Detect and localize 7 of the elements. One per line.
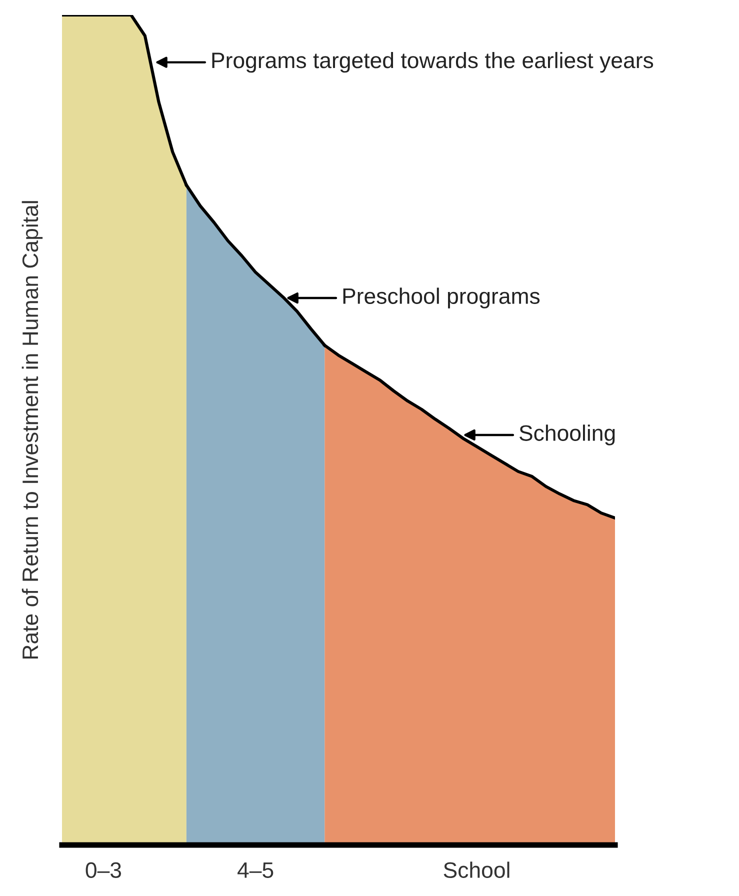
annotation: Programs targeted towards the earliest years	[212, 52, 654, 73]
x-tick-label: 4–5	[238, 862, 274, 878]
x-tick-label: 0–3	[86, 862, 122, 878]
annotation: Schooling	[520, 424, 615, 446]
annotation: Preschool programs	[343, 288, 540, 308]
y-axis-title: Rate of Return to Investment in Human Capital	[22, 201, 43, 659]
x-tick-label: School	[444, 862, 510, 878]
